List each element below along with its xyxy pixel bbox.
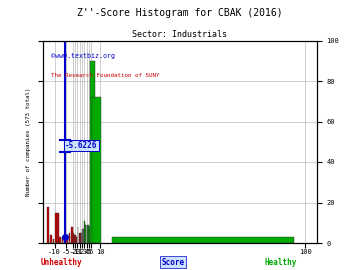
Bar <box>85 225 86 243</box>
Bar <box>89 227 90 243</box>
Bar <box>76 237 77 243</box>
Text: -5.6226: -5.6226 <box>65 141 98 150</box>
Text: Healthy: Healthy <box>265 258 297 266</box>
Bar <box>73 233 74 243</box>
Bar <box>77 227 78 243</box>
Bar <box>92 97 102 243</box>
Bar <box>59 237 61 243</box>
Bar <box>64 235 66 243</box>
Bar <box>53 239 54 243</box>
Bar <box>71 227 73 243</box>
Bar <box>57 213 59 243</box>
Text: Unhealthy: Unhealthy <box>40 258 82 266</box>
Bar <box>47 207 49 243</box>
Text: Z''-Score Histogram for CBAK (2016): Z''-Score Histogram for CBAK (2016) <box>77 8 283 18</box>
Bar <box>90 61 95 243</box>
Bar <box>82 229 83 243</box>
Bar <box>81 233 82 243</box>
Y-axis label: Number of companies (573 total): Number of companies (573 total) <box>26 87 31 196</box>
Bar <box>66 235 68 243</box>
Bar <box>50 235 52 243</box>
Text: Sector: Industrials: Sector: Industrials <box>132 30 228 39</box>
Text: The Research Foundation of SUNY: The Research Foundation of SUNY <box>51 73 160 78</box>
Bar <box>78 233 80 243</box>
Bar <box>75 235 76 243</box>
Bar <box>84 221 85 243</box>
Bar <box>85 225 86 243</box>
Text: Score: Score <box>161 258 184 266</box>
Bar <box>55 213 57 243</box>
Bar <box>80 233 81 243</box>
Bar <box>88 225 89 243</box>
Bar <box>62 237 63 243</box>
Bar <box>112 237 294 243</box>
Text: ©www.textbiz.org: ©www.textbiz.org <box>51 53 116 59</box>
Bar <box>74 235 75 243</box>
Bar <box>68 233 70 243</box>
Bar <box>83 229 84 243</box>
